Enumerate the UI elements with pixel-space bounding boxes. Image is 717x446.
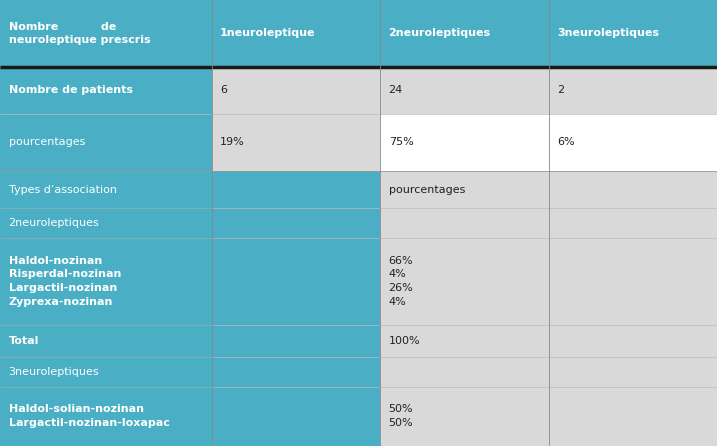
Bar bbox=[0, 238, 212, 325]
Bar bbox=[549, 357, 717, 387]
Text: 1neuroleptique: 1neuroleptique bbox=[220, 29, 315, 38]
Bar bbox=[549, 171, 717, 208]
Text: 6: 6 bbox=[220, 86, 227, 95]
Bar bbox=[380, 67, 549, 114]
Bar bbox=[380, 208, 549, 238]
Bar bbox=[0, 387, 212, 446]
Bar bbox=[212, 0, 380, 67]
Text: 2neuroleptiques: 2neuroleptiques bbox=[389, 29, 490, 38]
Text: 50%
50%: 50% 50% bbox=[389, 405, 413, 428]
Text: 100%: 100% bbox=[389, 336, 420, 346]
Text: Nombre de patients: Nombre de patients bbox=[9, 86, 133, 95]
Bar bbox=[212, 208, 380, 238]
Bar bbox=[0, 171, 212, 208]
Bar bbox=[549, 114, 717, 171]
Bar bbox=[212, 238, 380, 325]
Text: 24: 24 bbox=[389, 86, 403, 95]
Bar bbox=[549, 208, 717, 238]
Bar bbox=[212, 357, 380, 387]
Bar bbox=[212, 387, 380, 446]
Text: 3neuroleptiques: 3neuroleptiques bbox=[557, 29, 659, 38]
Text: 75%: 75% bbox=[389, 137, 414, 148]
Bar bbox=[212, 67, 380, 114]
Bar bbox=[0, 114, 212, 171]
Bar bbox=[212, 114, 380, 171]
Bar bbox=[380, 357, 549, 387]
Bar bbox=[380, 171, 549, 208]
Text: 3neuroleptiques: 3neuroleptiques bbox=[9, 367, 99, 377]
Bar bbox=[0, 0, 212, 67]
Text: Haldol-solian-nozinan
Largactil-nozinan-loxapac: Haldol-solian-nozinan Largactil-nozinan-… bbox=[9, 405, 169, 428]
Text: Types d’association: Types d’association bbox=[9, 185, 117, 194]
Text: 6%: 6% bbox=[557, 137, 575, 148]
Bar bbox=[380, 387, 549, 446]
Bar bbox=[549, 325, 717, 357]
Bar bbox=[380, 0, 549, 67]
Bar bbox=[380, 114, 549, 171]
Text: Total: Total bbox=[9, 336, 39, 346]
Bar bbox=[0, 325, 212, 357]
Text: Haldol-nozinan
Risperdal-nozinan
Largactil-nozinan
Zyprexa-nozinan: Haldol-nozinan Risperdal-nozinan Largact… bbox=[9, 256, 121, 307]
Bar bbox=[549, 387, 717, 446]
Text: pourcentages: pourcentages bbox=[9, 137, 85, 148]
Bar bbox=[380, 238, 549, 325]
Bar bbox=[0, 357, 212, 387]
Text: Nombre           de
neuroleptique prescris: Nombre de neuroleptique prescris bbox=[9, 22, 151, 45]
Bar bbox=[0, 67, 212, 114]
Bar bbox=[549, 67, 717, 114]
Bar bbox=[212, 325, 380, 357]
Bar bbox=[549, 238, 717, 325]
Bar bbox=[212, 171, 380, 208]
Text: 19%: 19% bbox=[220, 137, 245, 148]
Text: pourcentages: pourcentages bbox=[389, 185, 465, 194]
Bar bbox=[549, 0, 717, 67]
Text: 2neuroleptiques: 2neuroleptiques bbox=[9, 218, 100, 228]
Text: 66%
4%
26%
4%: 66% 4% 26% 4% bbox=[389, 256, 414, 307]
Bar bbox=[0, 208, 212, 238]
Bar bbox=[380, 325, 549, 357]
Text: 2: 2 bbox=[557, 86, 564, 95]
